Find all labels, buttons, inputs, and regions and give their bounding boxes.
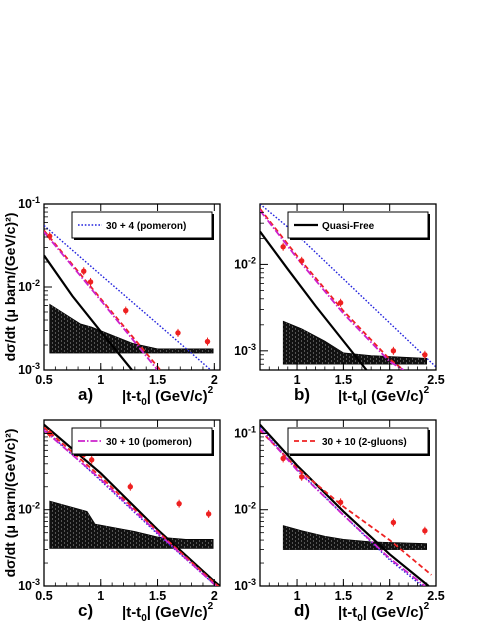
x-axis-title: |t-t0| (GeV/c)2 — [338, 385, 430, 408]
x-tick-label: 2 — [211, 589, 218, 603]
x-tick-label: 1.5 — [149, 589, 166, 603]
x-tick-label: 2 — [211, 373, 218, 387]
series-line-dashed — [260, 429, 432, 576]
data-point — [422, 528, 428, 534]
panel-b: 1 1.5 2 2.5 10-3 10-2 Quasi-Free b) |t-t0| (GeV/… — [234, 203, 445, 408]
x-tick-label: 1.5 — [335, 373, 352, 387]
series-line-solid — [260, 423, 430, 586]
y-axis-title: dσ/dt (μ barn/(GeV/c)²) — [2, 213, 18, 362]
data-point — [123, 307, 129, 314]
uncertainty-band — [49, 303, 214, 354]
series-line-solid — [44, 423, 220, 586]
x-tick-label: 2.5 — [427, 589, 444, 603]
plot-area — [44, 224, 214, 370]
x-tick-label: 0.5 — [35, 373, 52, 387]
panel-label: a) — [78, 385, 93, 404]
series-line-dotted — [260, 204, 436, 368]
x-tick-label: 1.5 — [335, 589, 352, 603]
data-point — [175, 330, 181, 336]
plot-frame — [259, 419, 437, 587]
data-point — [280, 244, 286, 250]
legend: 30 + 4 (pomeron) — [71, 211, 214, 240]
data-point — [390, 348, 397, 354]
y-tick-label: 10-1 — [18, 195, 40, 211]
data-point — [280, 455, 286, 462]
x-tick-label: 1 — [294, 373, 301, 387]
y-tick-label: 10-3 — [18, 577, 40, 593]
panel-label: c) — [78, 601, 93, 620]
legend: Quasi-Free — [287, 211, 430, 240]
data-point — [204, 338, 211, 345]
y-tick-label: 10-2 — [234, 501, 256, 517]
data-point — [298, 474, 305, 480]
data-point — [88, 457, 95, 463]
x-tick-label: 1.5 — [149, 373, 166, 387]
data-point — [390, 519, 397, 526]
data-point — [176, 500, 182, 507]
x-tick-label: 0.5 — [35, 589, 52, 603]
legend-label: 30 + 10 (2-gluons) — [322, 437, 407, 448]
series-line-dashed — [44, 229, 162, 370]
plot-area — [260, 423, 432, 586]
series-line-dashed — [260, 208, 405, 370]
plot-frame — [43, 419, 221, 587]
series-line-solid — [44, 254, 134, 370]
panel-d: 1 1.5 2 2.5 10-3 10-2 10-1 30 + 10 (2-gluons) d)… — [234, 419, 445, 624]
panel-label: d) — [294, 601, 310, 620]
x-axis-title: |t-t0| (GeV/c)2 — [122, 385, 214, 408]
uncertainty-band — [49, 500, 214, 549]
legend-label: 30 + 4 (pomeron) — [106, 221, 186, 232]
y-tick-label: 10-3 — [234, 577, 256, 593]
y-tick-label: 10-1 — [234, 424, 256, 440]
data-point — [422, 352, 428, 358]
y-tick-label: 10-2 — [234, 255, 256, 271]
plot-area — [260, 204, 436, 370]
legend-label: 30 + 10 (pomeron) — [106, 437, 192, 448]
legend-label: Quasi-Free — [322, 221, 375, 232]
y-tick-label: 10-3 — [18, 361, 40, 377]
series-line-solid — [260, 230, 368, 370]
x-axis-title: |t-t0| (GeV/c)2 — [122, 601, 214, 624]
x-axis-title: |t-t0| (GeV/c)2 — [338, 601, 430, 624]
x-tick-label: 2.5 — [427, 373, 444, 387]
data-point — [81, 268, 87, 274]
uncertainty-band — [282, 525, 427, 550]
data-point — [205, 511, 212, 517]
data-point — [127, 484, 133, 490]
panel-a: 0.5 1 1.5 2 10-3 10-2 10-1 30 + 4 (pomeron) a) |t… — [2, 195, 221, 408]
uncertainty-band — [282, 320, 427, 365]
x-tick-label: 1 — [294, 589, 301, 603]
y-tick-label: 10-2 — [18, 278, 40, 294]
y-tick-label: 10-3 — [234, 342, 256, 358]
y-axis-title: dσ/dt (μ barn/(GeV/c)²) — [2, 429, 18, 578]
series-line-dashdot — [44, 429, 218, 586]
y-tick-label: 10-2 — [18, 501, 40, 517]
x-tick-label: 2 — [386, 373, 393, 387]
x-tick-label: 1 — [97, 373, 104, 387]
data-point — [298, 258, 305, 264]
plot-area — [44, 423, 220, 586]
data-point — [337, 499, 344, 506]
data-point — [87, 279, 94, 285]
panel-label: b) — [294, 385, 310, 404]
x-tick-label: 2 — [386, 589, 393, 603]
x-tick-label: 1 — [97, 589, 104, 603]
plot-frame — [259, 203, 437, 371]
series-line-dotted — [44, 224, 212, 370]
series-line-dashdot — [260, 209, 405, 370]
data-point — [337, 300, 344, 306]
panel-c: 0.5 1 1.5 2 10-3 10-2 30 + 10 (pomeron) c) |t-t0… — [2, 419, 221, 624]
series-line-dashed — [44, 426, 220, 586]
legend: 30 + 10 (2-gluons) — [287, 427, 430, 456]
data-point — [46, 233, 53, 239]
series-line-dashdot — [44, 231, 159, 370]
legend: 30 + 10 (pomeron) — [71, 427, 214, 456]
